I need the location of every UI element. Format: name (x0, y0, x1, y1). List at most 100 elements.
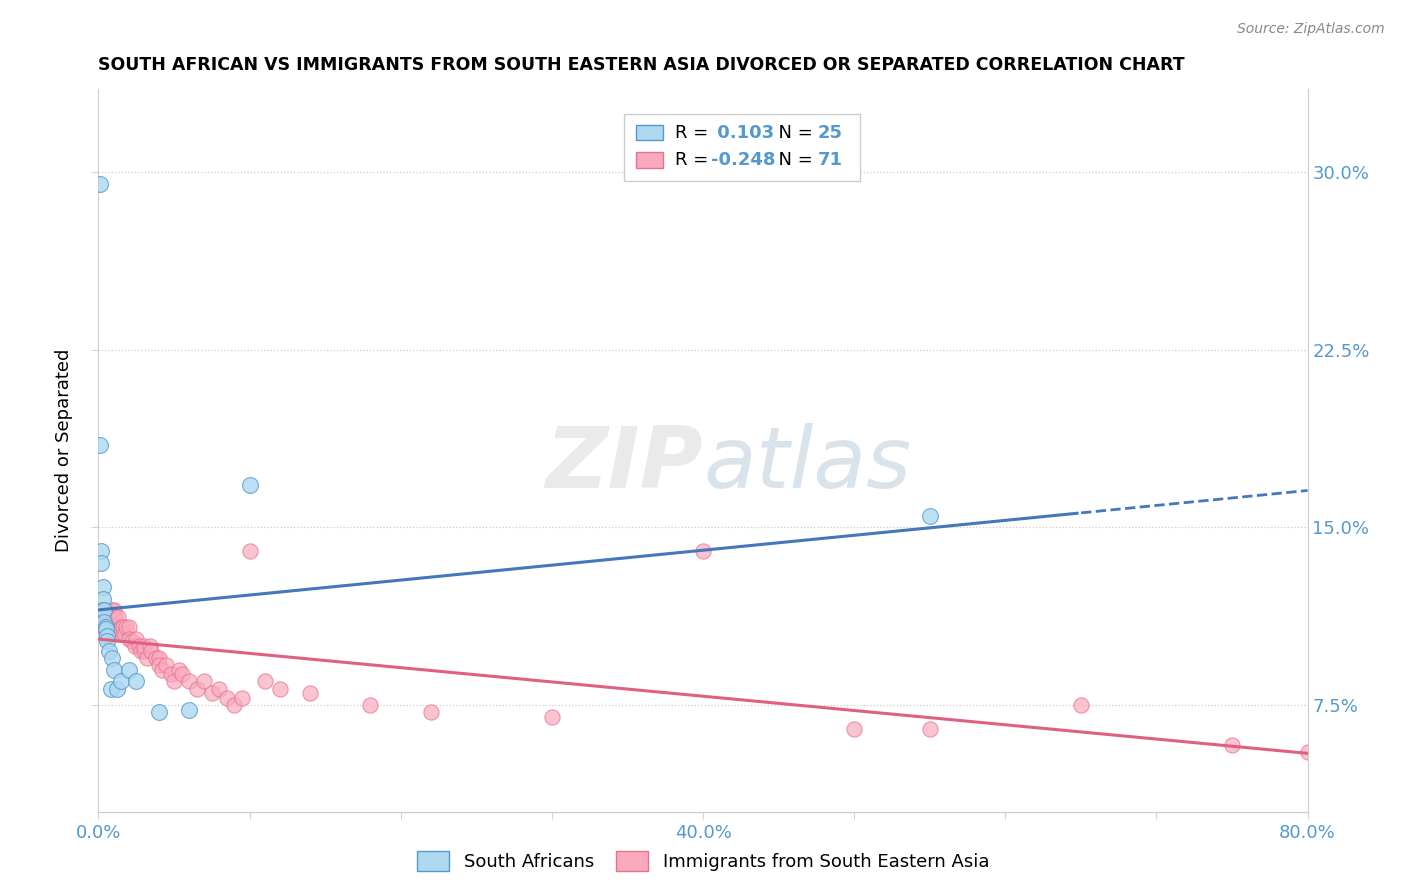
Point (179, 674, 201, 689)
Point (94, 623, 117, 637)
Point (239, 544, 262, 558)
Point (132, 639, 155, 653)
Point (100, 681, 122, 696)
Point (145, 650, 167, 665)
Point (93, 615, 115, 630)
Point (918, 508, 941, 523)
FancyBboxPatch shape (624, 114, 860, 181)
Point (104, 610, 127, 624)
Y-axis label: Divorced or Separated: Divorced or Separated (55, 349, 73, 552)
Point (540, 710, 562, 724)
Point (179, 703, 201, 717)
Point (918, 722, 941, 736)
Point (148, 705, 170, 719)
Point (105, 627, 128, 641)
Text: -0.248: -0.248 (711, 151, 776, 169)
Point (91, 603, 114, 617)
Point (193, 674, 215, 689)
Point (118, 620, 141, 634)
Point (148, 650, 170, 665)
Text: ZIP: ZIP (546, 424, 703, 507)
Text: N =: N = (768, 151, 818, 169)
Text: SOUTH AFRICAN VS IMMIGRANTS FROM SOUTH EASTERN ASIA DIVORCED OR SEPARATED CORREL: SOUTH AFRICAN VS IMMIGRANTS FROM SOUTH E… (98, 56, 1185, 74)
Point (111, 620, 134, 634)
Point (110, 620, 132, 634)
Text: R =: R = (675, 124, 714, 142)
Point (150, 663, 173, 677)
Text: atlas: atlas (703, 424, 911, 507)
Point (112, 627, 135, 641)
Point (208, 681, 231, 696)
Point (1296, 746, 1319, 760)
Point (125, 674, 148, 689)
Point (201, 686, 224, 700)
Point (96, 634, 118, 648)
Point (124, 639, 146, 653)
Point (692, 544, 714, 558)
Point (148, 657, 170, 672)
Point (94, 620, 117, 634)
Point (129, 643, 152, 657)
Point (141, 643, 163, 657)
Point (91, 580, 114, 594)
Text: Source: ZipAtlas.com: Source: ZipAtlas.com (1237, 22, 1385, 37)
Point (844, 722, 866, 736)
Point (360, 698, 382, 712)
Point (91, 620, 114, 634)
Point (93, 603, 115, 617)
Point (299, 686, 322, 700)
Point (89, 177, 111, 191)
Point (110, 674, 132, 689)
Text: 0.103: 0.103 (711, 124, 775, 142)
Point (239, 478, 262, 492)
Point (269, 681, 291, 696)
Point (100, 620, 122, 634)
Point (100, 627, 122, 641)
Point (90, 544, 112, 558)
Point (155, 657, 177, 672)
Point (160, 667, 183, 681)
Point (132, 643, 155, 657)
Point (105, 681, 128, 696)
Point (163, 674, 186, 689)
FancyBboxPatch shape (637, 152, 664, 168)
Point (101, 650, 124, 665)
Point (125, 632, 148, 646)
Point (91, 603, 114, 617)
Point (107, 610, 129, 624)
Point (1220, 739, 1243, 753)
Point (420, 705, 443, 719)
FancyBboxPatch shape (637, 125, 664, 141)
Point (98, 643, 121, 657)
Point (170, 667, 193, 681)
Point (118, 632, 141, 646)
Point (96, 629, 118, 643)
Text: 25: 25 (818, 124, 842, 142)
Point (93, 603, 115, 617)
Point (93, 610, 115, 624)
Point (94, 615, 117, 630)
Point (90, 556, 112, 570)
Point (118, 663, 141, 677)
Point (186, 681, 208, 696)
Point (101, 627, 124, 641)
Text: 71: 71 (818, 151, 842, 169)
Point (90, 603, 112, 617)
Point (135, 650, 157, 665)
Point (98, 627, 121, 641)
Point (103, 620, 125, 634)
Point (1070, 698, 1092, 712)
Point (167, 663, 190, 677)
Point (121, 634, 143, 648)
Point (128, 639, 150, 653)
Point (231, 691, 253, 706)
Legend: South Africans, Immigrants from South Eastern Asia: South Africans, Immigrants from South Ea… (409, 844, 997, 879)
Point (89, 610, 111, 624)
Point (103, 663, 125, 677)
Point (93, 620, 115, 634)
Point (89, 603, 111, 617)
Point (215, 691, 238, 706)
Point (253, 674, 276, 689)
Point (94, 603, 117, 617)
Point (90, 615, 112, 630)
